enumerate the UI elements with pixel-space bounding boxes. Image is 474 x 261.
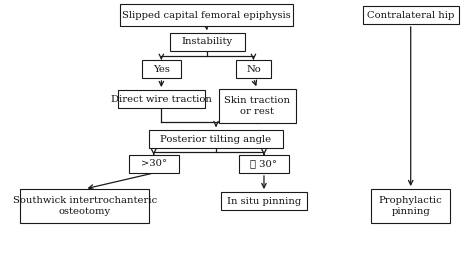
Text: Southwick intertrochanteric
osteotomy: Southwick intertrochanteric osteotomy [12, 196, 157, 216]
Text: Direct wire traction: Direct wire traction [111, 94, 212, 104]
Text: >30°: >30° [141, 159, 167, 169]
Text: Prophylactic
pinning: Prophylactic pinning [379, 196, 443, 216]
Text: Slipped capital femoral epiphysis: Slipped capital femoral epiphysis [122, 10, 291, 20]
Text: Instability: Instability [182, 38, 233, 46]
FancyBboxPatch shape [363, 6, 459, 24]
FancyBboxPatch shape [170, 33, 245, 51]
FancyBboxPatch shape [142, 60, 181, 78]
Text: Skin traction
or rest: Skin traction or rest [224, 96, 290, 116]
FancyBboxPatch shape [120, 4, 293, 26]
FancyBboxPatch shape [118, 90, 204, 108]
FancyBboxPatch shape [372, 189, 450, 223]
FancyBboxPatch shape [129, 155, 179, 173]
Text: In situ pinning: In situ pinning [227, 197, 301, 205]
FancyBboxPatch shape [221, 192, 307, 210]
Text: Yes: Yes [153, 64, 170, 74]
FancyBboxPatch shape [20, 189, 149, 223]
FancyBboxPatch shape [149, 130, 283, 148]
FancyBboxPatch shape [239, 155, 289, 173]
Text: Posterior tilting angle: Posterior tilting angle [161, 134, 272, 144]
Text: No: No [246, 64, 261, 74]
Text: ≦ 30°: ≦ 30° [250, 159, 277, 169]
FancyBboxPatch shape [236, 60, 271, 78]
Text: Contralateral hip: Contralateral hip [367, 10, 455, 20]
FancyBboxPatch shape [219, 89, 296, 123]
